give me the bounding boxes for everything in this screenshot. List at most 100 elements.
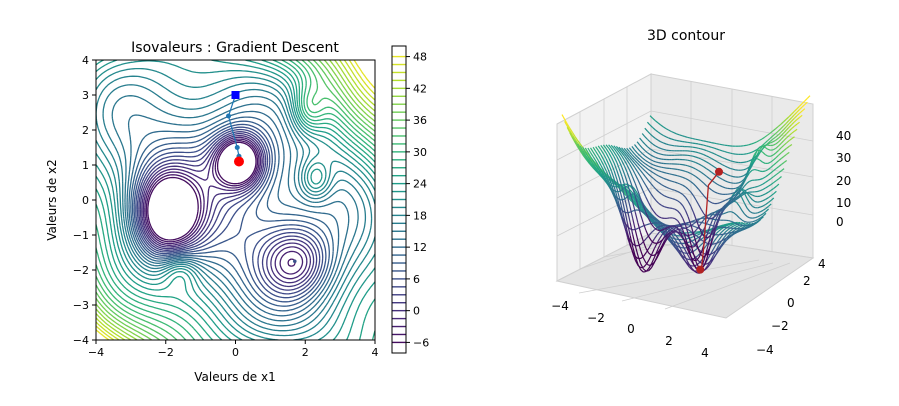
surface-segment bbox=[741, 190, 745, 194]
surface-segment bbox=[668, 129, 672, 133]
surface-segment bbox=[756, 152, 760, 157]
surface-segment bbox=[650, 154, 654, 157]
surface-segment bbox=[775, 130, 779, 135]
surface-segment bbox=[652, 143, 656, 147]
surface-segment bbox=[662, 223, 666, 226]
colorbar-tick-label: 42 bbox=[413, 82, 427, 95]
surface-segment bbox=[626, 223, 631, 236]
surface-segment bbox=[719, 210, 724, 217]
surface-segment bbox=[726, 223, 730, 227]
surface-segment bbox=[703, 149, 707, 152]
surface-segment bbox=[688, 247, 693, 253]
surface-segment bbox=[793, 111, 798, 116]
surface-segment bbox=[661, 166, 665, 169]
surface-segment bbox=[626, 172, 631, 180]
surface-segment bbox=[714, 223, 719, 233]
surface-segment bbox=[760, 213, 764, 216]
surface-segment bbox=[648, 231, 653, 236]
surface-segment bbox=[622, 188, 627, 193]
surface-segment bbox=[713, 147, 717, 150]
surface-segment bbox=[734, 230, 738, 233]
surface-segment bbox=[765, 202, 769, 205]
surface-segment bbox=[645, 270, 649, 272]
surface-segment bbox=[706, 248, 711, 255]
surface-segment bbox=[762, 212, 767, 217]
surface-segment bbox=[711, 202, 715, 205]
surface-segment bbox=[757, 218, 762, 222]
surface-segment bbox=[649, 216, 653, 222]
surface-segment bbox=[746, 192, 751, 198]
surface-segment bbox=[633, 198, 637, 203]
surface-segment bbox=[698, 204, 702, 210]
surface-segment bbox=[764, 143, 768, 147]
surface-segment bbox=[626, 195, 631, 207]
surface-segment bbox=[602, 144, 607, 149]
surface-segment bbox=[595, 164, 600, 170]
surface-segment bbox=[711, 227, 716, 234]
surface-segment bbox=[801, 108, 806, 112]
contour-level bbox=[96, 60, 375, 340]
surface-segment bbox=[640, 269, 644, 273]
surface-segment bbox=[769, 141, 774, 144]
surface-segment bbox=[618, 168, 623, 177]
surface-segment bbox=[736, 223, 740, 226]
surface-segment bbox=[746, 191, 750, 194]
surface-segment bbox=[794, 128, 798, 132]
surface-segment bbox=[634, 245, 639, 257]
surface-segment bbox=[718, 246, 722, 252]
surface-segment bbox=[600, 154, 605, 160]
surface-segment bbox=[672, 227, 676, 231]
surface-segment bbox=[642, 161, 646, 165]
surface-segment bbox=[641, 140, 646, 145]
surface-segment bbox=[698, 233, 703, 240]
surface-segment bbox=[727, 181, 731, 184]
surface-segment bbox=[658, 170, 662, 173]
surface-segment bbox=[684, 135, 688, 138]
surface-descent-path bbox=[696, 167, 723, 274]
surface-segment bbox=[698, 152, 702, 155]
contour-ylabel: Valeurs de x2 bbox=[45, 159, 59, 241]
surface-segment bbox=[642, 204, 647, 213]
surface-segment bbox=[640, 250, 644, 259]
surface-segment bbox=[709, 212, 713, 215]
surface-segment bbox=[721, 156, 726, 160]
surface-segment bbox=[639, 155, 643, 159]
surface-segment bbox=[692, 150, 696, 153]
surface-segment bbox=[653, 243, 658, 250]
surface-segment bbox=[704, 241, 708, 245]
surface-segment bbox=[672, 207, 676, 210]
surface-segment bbox=[610, 144, 615, 149]
surface-segment bbox=[648, 243, 653, 249]
surface-segment bbox=[684, 210, 689, 218]
contour-level bbox=[96, 60, 375, 340]
surface-segment bbox=[666, 225, 671, 229]
surface-segment bbox=[650, 170, 654, 174]
surface-segment bbox=[757, 214, 761, 218]
surface-segment bbox=[616, 169, 620, 179]
surface-segment bbox=[715, 248, 719, 252]
surface-segment bbox=[723, 230, 728, 234]
surface-segment bbox=[680, 254, 685, 260]
surface-segment bbox=[619, 198, 623, 210]
surface-segment bbox=[767, 161, 771, 164]
surface-segment bbox=[669, 227, 674, 231]
surface-segment bbox=[777, 132, 782, 136]
surface-segment bbox=[632, 187, 637, 192]
surface-segment bbox=[731, 211, 735, 214]
surface-segment bbox=[705, 140, 709, 143]
y-tick-label: −2 bbox=[73, 264, 89, 277]
surface-segment bbox=[685, 186, 689, 190]
surface-segment bbox=[752, 222, 756, 225]
surface-segment bbox=[723, 212, 727, 215]
surface-segment bbox=[677, 182, 681, 185]
surface-segment bbox=[700, 209, 705, 215]
surface-segment bbox=[773, 180, 777, 184]
surface-segment bbox=[664, 234, 668, 239]
surface-segment bbox=[753, 149, 757, 152]
surface-segment bbox=[655, 180, 660, 184]
surface-segment bbox=[600, 160, 605, 166]
surface-segment bbox=[640, 210, 645, 214]
surface-segment bbox=[637, 222, 642, 233]
surface-segment bbox=[700, 171, 705, 175]
